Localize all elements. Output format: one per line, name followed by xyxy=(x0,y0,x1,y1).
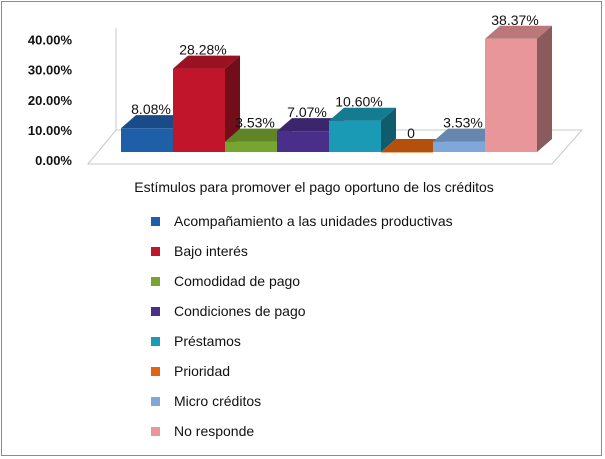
legend-item: Préstamos xyxy=(151,331,551,351)
legend-label: Comodidad de pago xyxy=(174,273,301,289)
data-labels-layer: 8.08% 28.28% 3.53% 7.07% 10.60% 0 3.53% 38.37% xyxy=(131,12,539,141)
legend-item: Acompañamiento a las unidades productiva… xyxy=(151,211,551,231)
legend-label: Prioridad xyxy=(174,363,231,379)
data-label: 3.53% xyxy=(443,115,483,131)
legend-item: Prioridad xyxy=(151,361,551,381)
bars-layer xyxy=(121,25,552,153)
x-axis-label: Estímulos para promover el pago oportuno… xyxy=(134,179,494,195)
bar-top xyxy=(225,128,292,142)
bar-top xyxy=(173,55,240,69)
bar xyxy=(329,107,396,152)
data-label: 3.53% xyxy=(235,115,275,131)
legend-label: Préstamos xyxy=(174,333,241,349)
legend-item: No responde xyxy=(151,421,551,441)
legend-swatch xyxy=(151,366,160,376)
legend-swatch xyxy=(151,276,160,286)
bar-front xyxy=(225,141,277,152)
legend-label: Acompañamiento a las unidades productiva… xyxy=(174,213,453,229)
bar xyxy=(485,25,552,152)
bar-top xyxy=(381,139,448,152)
legend-item: Condiciones de pago xyxy=(151,301,551,321)
legend-item: Bajo interés xyxy=(151,241,551,261)
legend-swatch xyxy=(151,306,160,316)
bar-front xyxy=(433,141,485,152)
bar xyxy=(381,139,448,153)
legend-label: Condiciones de pago xyxy=(174,303,306,319)
y-tick-label: 30.00% xyxy=(28,63,73,78)
legend-label: Micro créditos xyxy=(174,393,262,409)
bar-front xyxy=(277,131,329,152)
legend-swatch xyxy=(151,246,160,256)
bar-side xyxy=(381,107,396,152)
bar-top xyxy=(329,107,396,121)
data-label: 28.28% xyxy=(179,42,226,58)
bar-side xyxy=(225,55,240,152)
y-tick-label: 20.00% xyxy=(28,93,73,108)
legend-swatch xyxy=(151,396,160,406)
data-label: 10.60% xyxy=(335,94,382,110)
bar-top xyxy=(277,118,344,132)
legend-item: Comodidad de pago xyxy=(151,271,551,291)
legend-swatch xyxy=(151,336,160,346)
legend-swatch xyxy=(151,216,160,226)
legend-item: Micro créditos xyxy=(151,391,551,411)
bar-top xyxy=(433,128,500,142)
data-label: 7.07% xyxy=(287,104,327,120)
bar-front xyxy=(329,120,381,152)
y-tick-label: 0.00% xyxy=(35,153,72,168)
bar xyxy=(173,55,240,152)
bar-side xyxy=(537,25,552,152)
bar-front xyxy=(485,38,537,152)
y-tick-label: 40.00% xyxy=(28,33,73,48)
data-label: 38.37% xyxy=(491,12,538,28)
bar-front xyxy=(381,152,433,153)
data-label: 0 xyxy=(407,125,415,141)
legend-label: Bajo interés xyxy=(174,243,248,259)
legend-swatch xyxy=(151,426,160,436)
bar-top xyxy=(485,25,552,39)
bar-front xyxy=(121,128,173,152)
bar-top xyxy=(121,115,188,129)
y-tick-label: 10.00% xyxy=(28,123,73,138)
bar-front xyxy=(173,68,225,152)
data-label: 8.08% xyxy=(131,101,171,117)
legend-label: No responde xyxy=(174,423,255,439)
